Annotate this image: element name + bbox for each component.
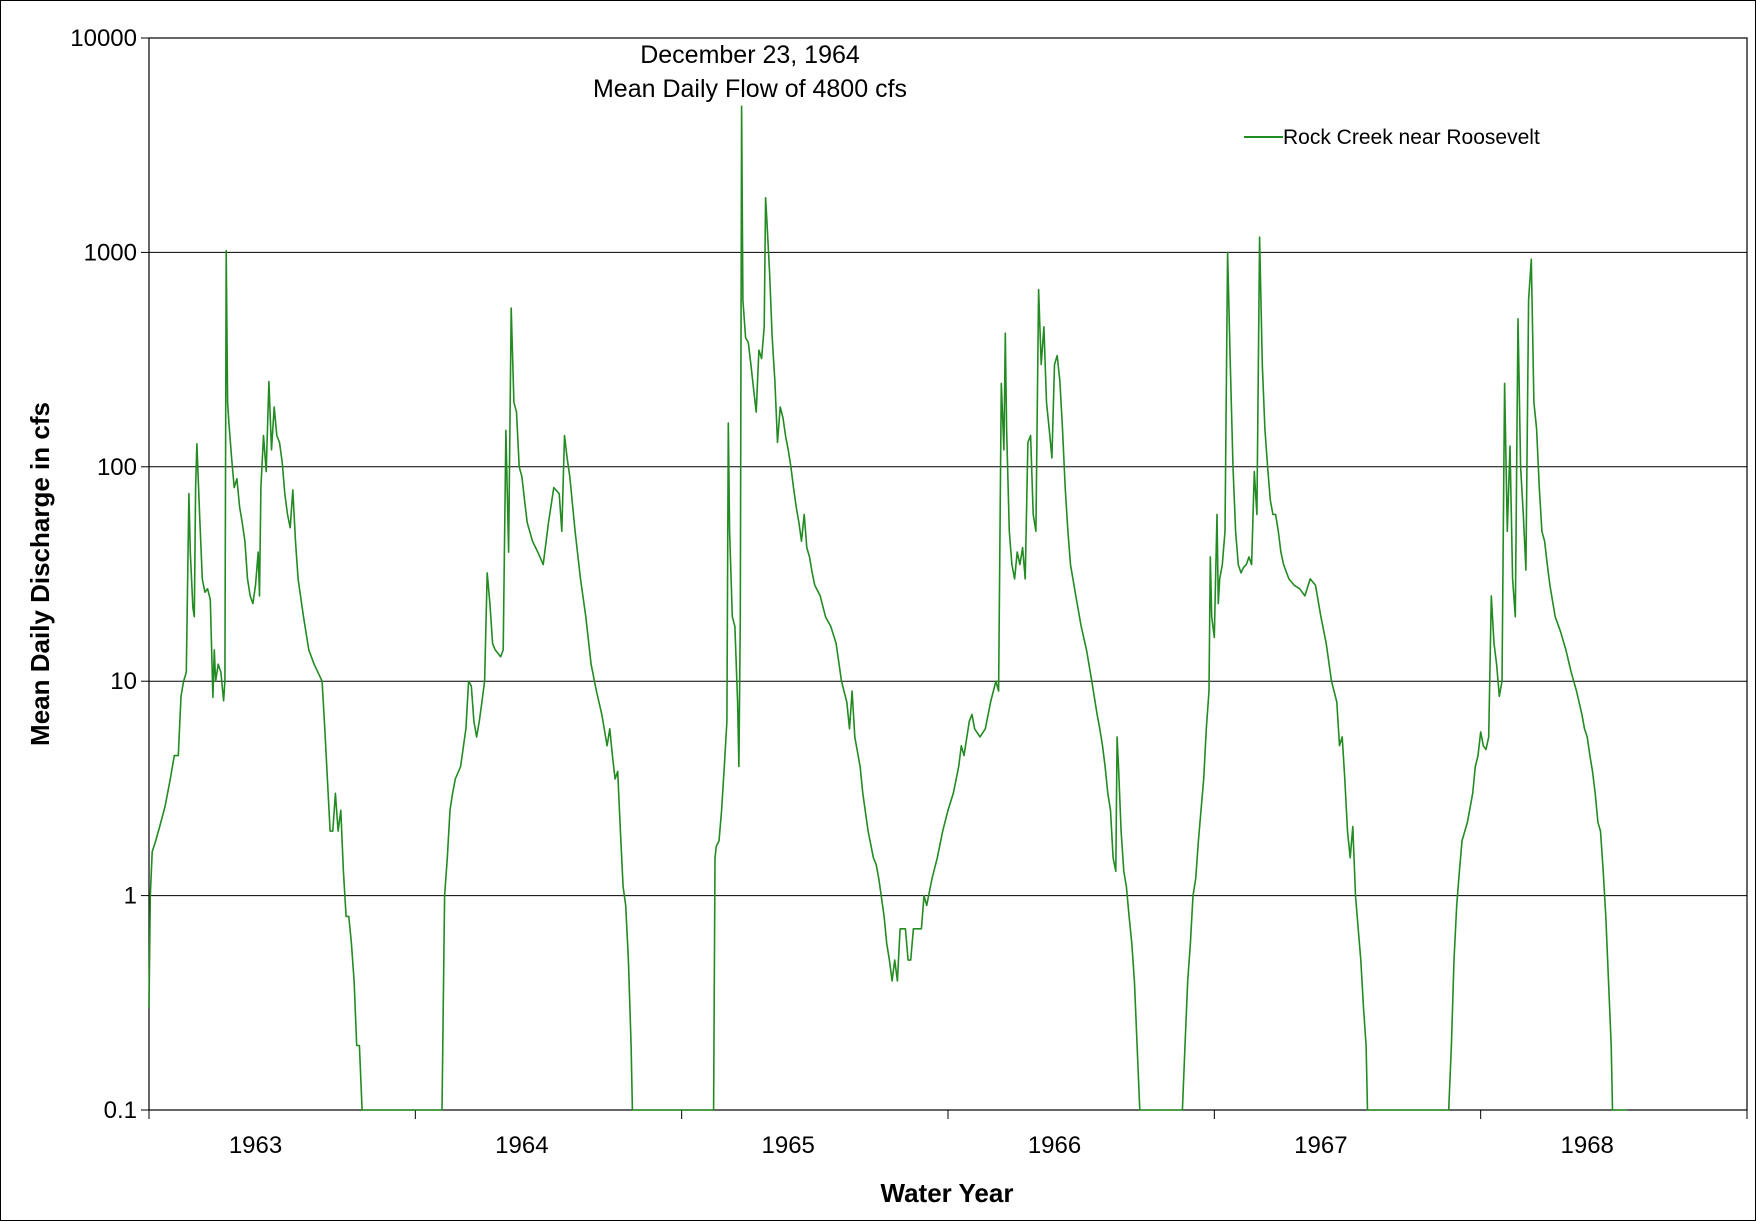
x-tick-label-1967: 1967 — [1294, 1132, 1347, 1159]
y-axis-ticks: 0.1 1 10 100 1000 10000 — [70, 25, 149, 1124]
x-tick-label-1966: 1966 — [1028, 1132, 1081, 1159]
y-tick-label-4: 1000 — [84, 239, 137, 266]
plot-area — [148, 37, 1748, 1111]
annotation-line-2: Mean Daily Flow of 4800 cfs — [593, 75, 907, 103]
x-axis-title: Water Year — [881, 1178, 1014, 1208]
legend-label: Rock Creek near Roosevelt — [1283, 126, 1540, 149]
annotation-line-1: December 23, 1964 — [640, 41, 860, 69]
y-tick-label-5: 10000 — [70, 25, 137, 52]
series-line-0 — [148, 105, 1628, 1111]
x-tick-label-1963: 1963 — [229, 1132, 282, 1159]
y-tick-label-3: 100 — [97, 454, 137, 481]
x-axis-ticks: 1963 1964 1965 1966 1967 1968 — [148, 1110, 1748, 1159]
legend: Rock Creek near Roosevelt — [1244, 126, 1540, 149]
y-tick-label-1: 1 — [124, 883, 137, 910]
x-tick-label-1964: 1964 — [495, 1132, 548, 1159]
x-tick-label-1965: 1965 — [762, 1132, 815, 1159]
y-tick-label-0: 0.1 — [104, 1097, 137, 1124]
x-tick-label-1968: 1968 — [1561, 1132, 1614, 1159]
y-tick-label-2: 10 — [110, 668, 137, 695]
y-axis-title: Mean Daily Discharge in cfs — [25, 402, 55, 746]
gridlines — [149, 251, 1747, 897]
series-layer — [148, 105, 1628, 1111]
